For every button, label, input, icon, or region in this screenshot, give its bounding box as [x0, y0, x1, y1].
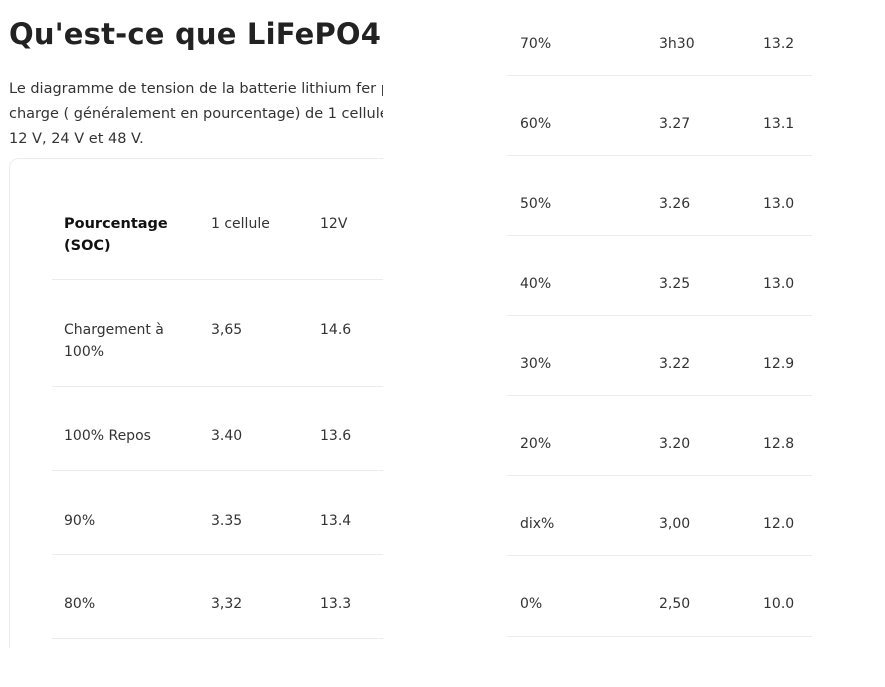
cell-12v: 13.4 — [320, 513, 352, 529]
table-row: 70% 3h30 13.2 — [507, 0, 812, 76]
table-row: 60% 3.27 13.1 — [507, 76, 812, 156]
intro-paragraph: Le diagramme de tension de la batterie l… — [9, 77, 383, 152]
table-row: Chargement à 100% 3,65 14.6 — [52, 280, 383, 387]
cell-1-cell: 3.22 — [659, 356, 691, 372]
cell-1-cell: 3.27 — [659, 116, 691, 132]
cell-soc: 60% — [520, 116, 552, 132]
table-row: 80% 3,32 13.3 — [52, 555, 383, 639]
cell-1-cell: 3.20 — [659, 436, 691, 452]
cell-1-cell: 3,32 — [211, 596, 243, 612]
cell-12v: 14.6 — [320, 322, 352, 338]
header-percentage: Pourcentage (SOC) — [64, 216, 168, 254]
table-row: 0% 2,50 10.0 — [507, 557, 812, 637]
table-header-row: Pourcentage (SOC) 1 cellule 12V — [52, 180, 383, 280]
cell-soc: 100% Repos — [64, 428, 151, 444]
table-row: 50% 3.26 13.0 — [507, 156, 812, 236]
cell-soc: Chargement à 100% — [64, 322, 164, 360]
table-row: 30% 3.22 12.9 — [507, 316, 812, 396]
cell-soc: 20% — [520, 436, 552, 452]
table-row: 20% 3.20 12.8 — [507, 396, 812, 476]
left-panel: Qu'est-ce que LiFePO4 Ta Le diagramme de… — [0, 0, 383, 648]
cell-soc: 40% — [520, 276, 552, 292]
table-row: 40% 3.25 13.0 — [507, 236, 812, 316]
intro-line: 12 V, 24 V et 48 V. — [9, 131, 144, 147]
cell-soc: 90% — [64, 513, 96, 529]
cell-12v: 12.9 — [763, 356, 795, 372]
cell-soc: 80% — [64, 596, 96, 612]
page-title: Qu'est-ce que LiFePO4 Ta — [9, 17, 383, 51]
cell-1-cell: 3,00 — [659, 516, 691, 532]
table-row: 90% 3.35 13.4 — [52, 471, 383, 555]
cell-soc: 70% — [520, 36, 552, 52]
table-row: 100% Repos 3.40 13.6 — [52, 387, 383, 471]
cell-soc: 30% — [520, 356, 552, 372]
intro-line: charge ( généralement en pourcentage) de… — [9, 106, 383, 122]
cell-1-cell: 3.35 — [211, 513, 243, 529]
intro-line: Le diagramme de tension de la batterie l… — [9, 81, 383, 97]
cell-12v: 13.2 — [763, 36, 795, 52]
cell-1-cell: 3.25 — [659, 276, 691, 292]
cell-soc: dix% — [520, 516, 555, 532]
cell-soc: 50% — [520, 196, 552, 212]
cell-soc: 0% — [520, 596, 543, 612]
cell-12v: 13.0 — [763, 196, 795, 212]
header-1-cell: 1 cellule — [211, 216, 270, 232]
cell-1-cell: 3h30 — [659, 36, 695, 52]
table-card — [9, 158, 383, 648]
cell-1-cell: 3.26 — [659, 196, 691, 212]
cell-1-cell: 3,65 — [211, 322, 243, 338]
cell-12v: 13.1 — [763, 116, 795, 132]
cell-12v: 12.8 — [763, 436, 795, 452]
header-12v: 12V — [320, 216, 348, 232]
cell-12v: 13.6 — [320, 428, 352, 444]
cell-12v: 10.0 — [763, 596, 795, 612]
cell-12v: 13.0 — [763, 276, 795, 292]
cell-1-cell: 2,50 — [659, 596, 691, 612]
cell-1-cell: 3.40 — [211, 428, 243, 444]
cell-12v: 12.0 — [763, 516, 795, 532]
cell-12v: 13.3 — [320, 596, 352, 612]
table-row: dix% 3,00 12.0 — [507, 476, 812, 556]
